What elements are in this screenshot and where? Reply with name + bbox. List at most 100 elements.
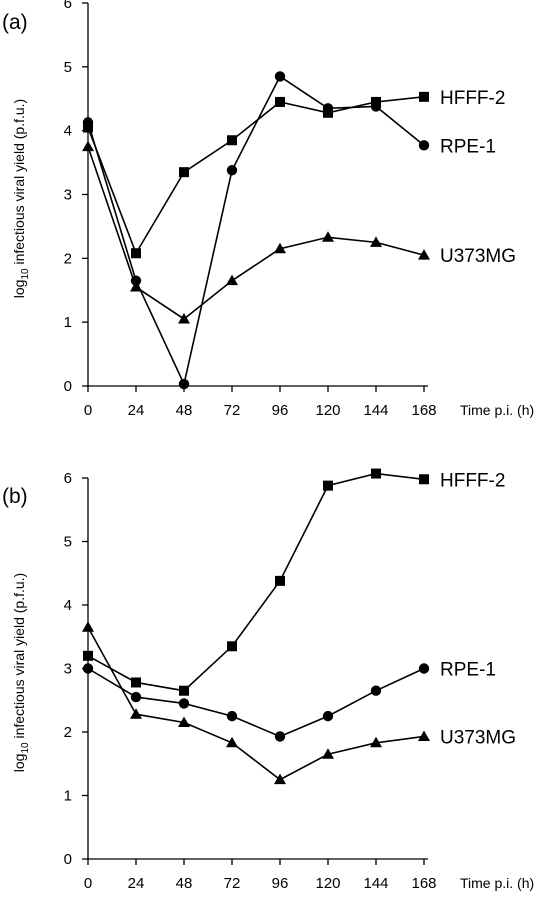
data-point-triangle	[130, 708, 142, 719]
data-point-triangle	[130, 281, 142, 292]
data-point-square	[83, 650, 93, 661]
y-tick-label: 3	[64, 661, 72, 678]
data-point-circle	[322, 103, 334, 114]
data-point-circle	[322, 710, 334, 722]
data-point-square	[179, 685, 189, 696]
x-tick-label: 72	[224, 402, 241, 419]
data-point-circle	[418, 663, 430, 674]
series-label-rpe-1: RPE-1	[440, 660, 496, 681]
data-point-square	[131, 677, 141, 688]
panel-label: (a)	[2, 11, 28, 34]
data-point-circle	[226, 165, 238, 176]
y-axis-label-prefix: log	[11, 280, 27, 299]
data-point-triangle	[178, 716, 190, 727]
y-axis-label-subscript: 10	[20, 268, 31, 280]
y-axis-label-prefix: log	[11, 754, 27, 773]
x-tick-label: 48	[176, 875, 193, 892]
data-point-triangle	[322, 231, 334, 242]
chart-panel-b: (b) 0 1 2 3 4 5 6 0 24 48 72 96 120 144 168 Time p.i. (h…	[2, 468, 534, 892]
y-tick-label: 5	[64, 534, 72, 551]
series-line-u373mg	[87, 626, 425, 781]
data-point-circle	[370, 101, 382, 112]
data-point-circle	[418, 140, 430, 151]
data-point-triangle	[82, 621, 94, 632]
data-point-triangle	[274, 773, 286, 785]
data-point-triangle	[226, 274, 238, 286]
y-tick-label: 4	[64, 123, 72, 140]
y-tick-label: 2	[64, 250, 72, 267]
data-point-square	[131, 248, 141, 259]
y-axis-label: log10 infectious viral yield (p.f.u.)	[11, 99, 31, 298]
x-tick-label: 144	[363, 402, 388, 419]
series-line-rpe-1	[87, 75, 425, 387]
data-point-square	[227, 135, 237, 146]
x-tick-label: 144	[363, 875, 388, 892]
data-point-circle	[370, 685, 382, 696]
y-tick-label: 4	[64, 597, 72, 614]
data-point-triangle	[418, 249, 430, 260]
series-line-hfff-2	[87, 472, 425, 692]
data-point-square	[419, 91, 429, 102]
x-tick-label: 48	[176, 402, 193, 419]
series-label-hfff-2: HFFF-2	[440, 470, 505, 491]
y-tick-label: 0	[64, 851, 72, 868]
data-point-circle	[178, 698, 190, 709]
y-tick-label: 6	[64, 470, 72, 487]
series-line-rpe-1	[87, 667, 425, 738]
data-point-circle	[82, 663, 94, 674]
series-line-u373mg	[87, 146, 425, 320]
data-point-square	[371, 468, 381, 479]
x-tick-label: 120	[315, 402, 340, 419]
y-tick-label: 3	[64, 187, 72, 204]
data-point-triangle	[418, 730, 430, 741]
series-label-u373mg: U373MG	[440, 727, 516, 748]
data-point-triangle	[178, 312, 190, 324]
data-point-triangle	[370, 736, 382, 748]
y-tick-label: 1	[64, 788, 72, 805]
data-point-circle	[226, 710, 238, 722]
series-label-hfff-2: HFFF-2	[440, 88, 505, 109]
chart-panel-a: (a) 0 1 2 3 4 5 6 0 24 48 72 96 120 144 168 Time p.i. (h…	[2, 0, 534, 419]
y-axis-label-subscript: 10	[20, 742, 31, 754]
x-tick-label: 0	[84, 875, 92, 892]
x-tick-label: 24	[128, 402, 145, 419]
x-axis-label: Time p.i. (h)	[460, 875, 534, 891]
y-axis-label-suffix: infectious viral yield (p.f.u.)	[11, 99, 27, 269]
series-line-hfff-2	[87, 96, 425, 256]
data-point-circle	[82, 117, 94, 128]
series-label-u373mg: U373MG	[440, 246, 516, 267]
x-tick-label: 120	[315, 875, 340, 892]
data-point-circle	[178, 378, 190, 390]
panel-label: (b)	[2, 485, 28, 508]
series-label-rpe-1: RPE-1	[440, 136, 496, 157]
data-point-triangle	[370, 236, 382, 247]
x-tick-label: 96	[272, 875, 289, 892]
x-tick-label: 72	[224, 875, 241, 892]
data-point-square	[179, 167, 189, 178]
y-tick-label: 2	[64, 724, 72, 741]
data-point-triangle	[322, 748, 334, 759]
x-tick-label: 168	[411, 402, 436, 419]
y-tick-label: 6	[64, 0, 72, 12]
x-tick-label: 168	[411, 875, 436, 892]
data-point-circle	[274, 71, 286, 82]
data-point-square	[227, 641, 237, 652]
data-point-triangle	[274, 242, 286, 254]
y-axis-label: log10 infectious viral yield (p.f.u.)	[11, 573, 31, 772]
data-point-square	[275, 96, 285, 107]
data-point-square	[419, 474, 429, 485]
data-point-square	[275, 575, 285, 586]
x-tick-label: 24	[128, 875, 145, 892]
data-point-square	[323, 480, 333, 491]
data-point-triangle	[82, 140, 94, 152]
y-tick-label: 5	[64, 59, 72, 76]
data-point-circle	[130, 691, 142, 703]
data-point-triangle	[226, 736, 238, 748]
y-axis-label-suffix: infectious viral yield (p.f.u.)	[11, 573, 27, 743]
y-tick-label: 1	[64, 314, 72, 331]
x-tick-label: 96	[272, 402, 289, 419]
x-axis-label: Time p.i. (h)	[460, 402, 534, 418]
data-point-circle	[274, 731, 286, 742]
y-tick-label: 0	[64, 378, 72, 395]
